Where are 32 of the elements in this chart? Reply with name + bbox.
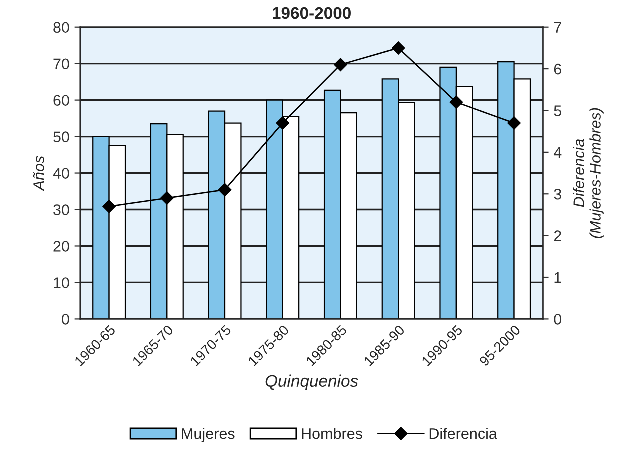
chart-title: 1960-2000 xyxy=(273,7,351,20)
y-tick-label: 20 xyxy=(54,241,70,252)
y-tick-label: 80 xyxy=(54,22,70,34)
legend-label: Mujeres xyxy=(182,428,235,442)
point xyxy=(508,116,521,130)
point xyxy=(450,96,464,109)
point xyxy=(218,183,232,197)
y-tick-label: 70 xyxy=(54,58,70,70)
point xyxy=(392,42,406,55)
y-tick-label: 30 xyxy=(54,204,70,216)
y2-tick-label: 4 xyxy=(554,147,562,158)
legend-label: Diferencia xyxy=(430,428,498,440)
y2-tick-label: 3 xyxy=(554,188,562,200)
y2-tick-label: 2 xyxy=(554,230,562,242)
y2-tick-label: 6 xyxy=(554,64,562,75)
y2-tick-label: 7 xyxy=(554,22,562,33)
point xyxy=(102,200,116,214)
x-axis-title: Quinquenios xyxy=(266,374,358,390)
y-tick-label: 0 xyxy=(62,314,70,325)
y-tick-label: 40 xyxy=(53,168,70,179)
y2-axis-title: Diferencia (Mujeres-Hombres) xyxy=(573,108,604,238)
y-axis-title: Años xyxy=(33,156,44,192)
point xyxy=(160,192,174,205)
y2-tick-label: 0 xyxy=(554,314,562,325)
point xyxy=(334,58,348,72)
y-tick-label: 10 xyxy=(54,278,70,288)
point xyxy=(276,116,290,130)
legend-label: Hombres xyxy=(302,428,362,440)
y-tick-label: 50 xyxy=(54,132,70,142)
y2-tick-label: 5 xyxy=(554,106,562,116)
y-tick-label: 60 xyxy=(54,95,70,106)
y2-tick-label: 1 xyxy=(554,272,562,284)
